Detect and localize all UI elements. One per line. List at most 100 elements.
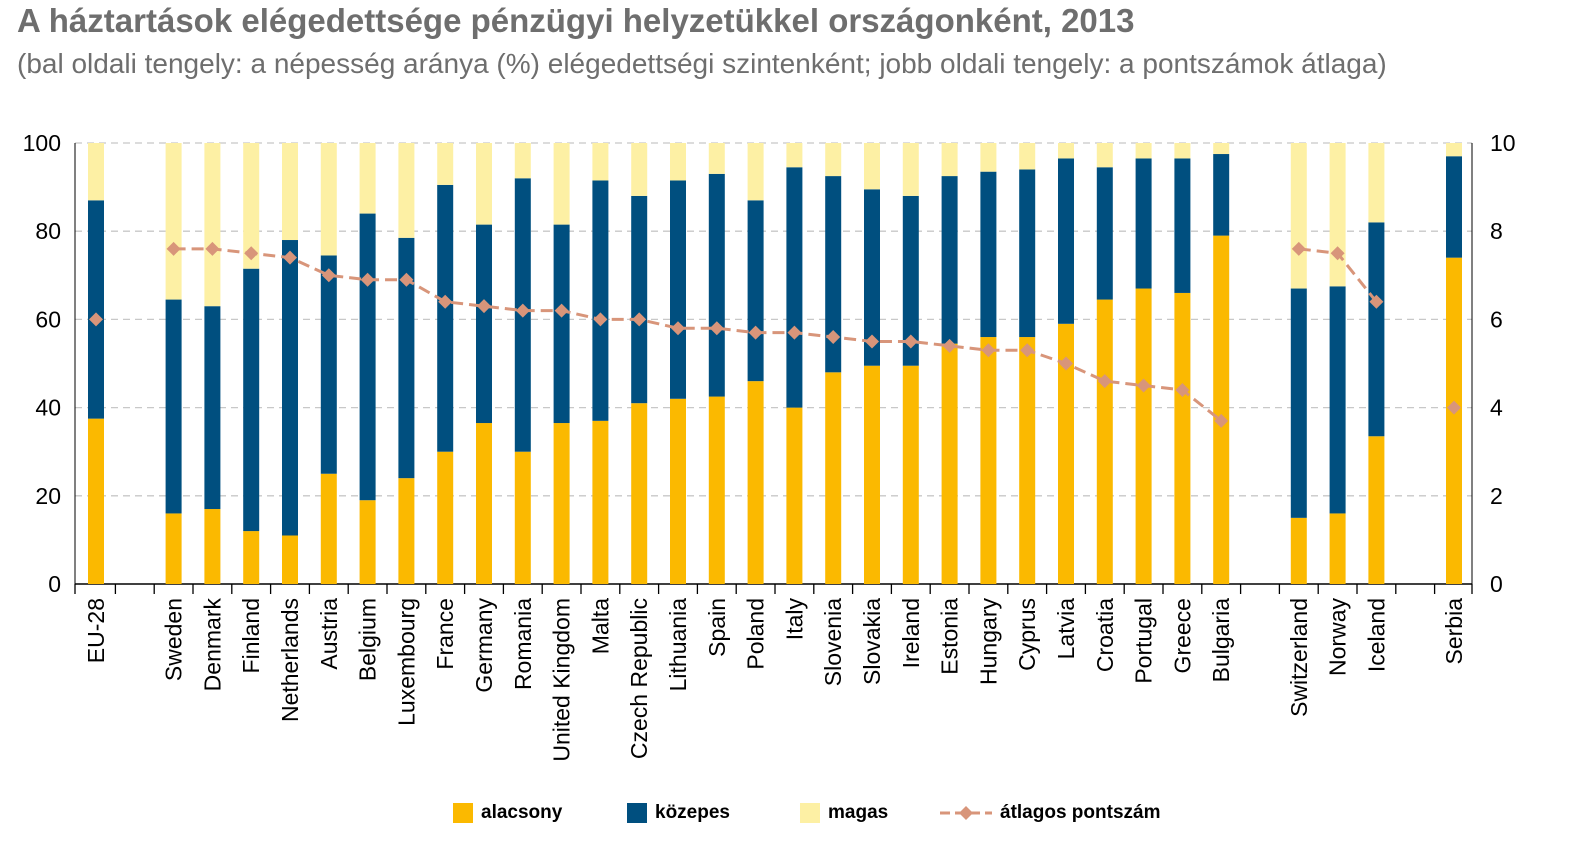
bar-magas bbox=[631, 143, 648, 196]
y-tick-left-label: 100 bbox=[23, 130, 61, 156]
avg-score-point bbox=[166, 241, 181, 256]
x-category-label: Denmark bbox=[199, 598, 225, 692]
legend-item-magas: magas bbox=[800, 798, 888, 828]
bar-kozepes bbox=[437, 184, 454, 452]
x-category-label: Luxembourg bbox=[393, 598, 419, 726]
bar-alacsony bbox=[864, 365, 880, 584]
y-tick-right-label: 10 bbox=[1490, 130, 1516, 156]
legend-diamond bbox=[959, 806, 973, 820]
avg-score-point bbox=[748, 325, 763, 340]
bar-magas bbox=[708, 143, 725, 174]
legend-item-alacsony: alacsony bbox=[453, 798, 562, 828]
avg-score-point bbox=[826, 330, 841, 345]
legend-label-alacsony: alacsony bbox=[481, 802, 563, 823]
bar-alacsony bbox=[1368, 436, 1385, 584]
bar-kozepes bbox=[553, 224, 570, 424]
legend-item-atlagos: átlagos pontszám bbox=[940, 798, 1160, 828]
bar-kozepes bbox=[592, 180, 609, 421]
bar-magas bbox=[825, 143, 842, 177]
avg-score-point bbox=[865, 334, 879, 349]
bar-alacsony bbox=[514, 451, 531, 584]
legend-label-atlagos: átlagos pontszám bbox=[1000, 802, 1161, 823]
bar-alacsony bbox=[786, 407, 803, 584]
bar-alacsony bbox=[320, 473, 337, 584]
bar-alacsony bbox=[747, 381, 764, 584]
avg-score-point bbox=[515, 303, 530, 318]
bar-kozepes bbox=[1096, 167, 1113, 300]
y-tick-left-label: 80 bbox=[35, 218, 61, 244]
bar-magas bbox=[359, 143, 376, 214]
legend-item-kozepes: közepes bbox=[627, 798, 730, 828]
bar-kozepes bbox=[1446, 156, 1462, 258]
bar-kozepes bbox=[243, 268, 260, 532]
avg-score-point bbox=[399, 272, 414, 287]
x-category-label: Slovenia bbox=[820, 598, 846, 686]
x-category-label: Germany bbox=[471, 598, 497, 693]
bar-alacsony bbox=[980, 337, 997, 584]
legend-swatch-alacsony bbox=[453, 803, 473, 823]
legend-label-magas: magas bbox=[828, 802, 889, 823]
avg-score-point bbox=[593, 312, 608, 327]
bar-magas bbox=[320, 143, 337, 256]
avg-score-line bbox=[173, 247, 1223, 423]
bar-alacsony bbox=[243, 531, 260, 584]
avg-score-point bbox=[1136, 378, 1151, 393]
x-category-label: Hungary bbox=[975, 598, 1001, 685]
bar-magas bbox=[1446, 143, 1462, 157]
bar-kozepes bbox=[1368, 222, 1385, 437]
bar-magas bbox=[204, 143, 221, 307]
avg-score-point bbox=[1369, 294, 1384, 309]
x-category-label: Croatia bbox=[1092, 598, 1118, 672]
y-tick-right-label: 4 bbox=[1490, 395, 1503, 421]
bar-alacsony bbox=[1019, 337, 1036, 584]
bar-magas bbox=[786, 143, 803, 168]
avg-score-point bbox=[1097, 374, 1112, 389]
bar-kozepes bbox=[1213, 154, 1230, 236]
bar-kozepes bbox=[204, 306, 221, 510]
legend-marker-atlagos bbox=[940, 806, 992, 820]
avg-score-point bbox=[1447, 400, 1461, 415]
avg-score-point bbox=[477, 299, 491, 314]
bar-alacsony bbox=[1135, 288, 1152, 584]
bar-alacsony bbox=[592, 420, 609, 584]
bar-kozepes bbox=[670, 180, 686, 399]
bar-kozepes bbox=[786, 167, 803, 408]
bar-alacsony bbox=[1174, 292, 1191, 584]
bar-kozepes bbox=[941, 176, 958, 344]
x-category-label: France bbox=[432, 598, 458, 670]
bar-kozepes bbox=[476, 224, 492, 424]
bar-kozepes bbox=[282, 240, 298, 536]
bar-alacsony bbox=[941, 343, 958, 584]
x-category-label: Bulgaria bbox=[1208, 598, 1234, 683]
avg-score-point bbox=[671, 321, 685, 336]
legend-label-kozepes: közepes bbox=[655, 802, 730, 823]
bar-magas bbox=[980, 143, 997, 172]
bar-alacsony bbox=[437, 451, 454, 584]
x-category-label: Romania bbox=[510, 598, 536, 690]
avg-score-point bbox=[1214, 413, 1229, 428]
avg-score-point bbox=[360, 272, 375, 287]
bar-alacsony bbox=[165, 513, 182, 584]
bar-magas bbox=[902, 143, 919, 196]
x-category-label: EU-28 bbox=[83, 598, 109, 663]
bar-magas bbox=[1058, 143, 1074, 159]
bar-magas bbox=[592, 143, 609, 181]
bar-kozepes bbox=[165, 299, 182, 514]
avg-score-point bbox=[1059, 356, 1073, 371]
x-category-label: Ireland bbox=[898, 598, 924, 668]
bar-kozepes bbox=[398, 237, 415, 479]
x-category-label: Cyprus bbox=[1014, 598, 1040, 671]
bar-alacsony bbox=[282, 535, 298, 584]
bar-kozepes bbox=[902, 195, 919, 366]
bar-kozepes bbox=[864, 189, 880, 366]
bar-magas bbox=[747, 143, 764, 201]
x-category-label: Poland bbox=[743, 598, 769, 670]
y-tick-left-label: 20 bbox=[35, 483, 61, 509]
bar-magas bbox=[1096, 143, 1113, 168]
x-category-label: Italy bbox=[781, 598, 807, 641]
avg-score-point bbox=[89, 312, 103, 327]
bar-kozepes bbox=[1019, 169, 1036, 338]
avg-score-point bbox=[632, 312, 647, 327]
bar-kozepes bbox=[631, 195, 648, 404]
bar-kozepes bbox=[1174, 158, 1191, 293]
